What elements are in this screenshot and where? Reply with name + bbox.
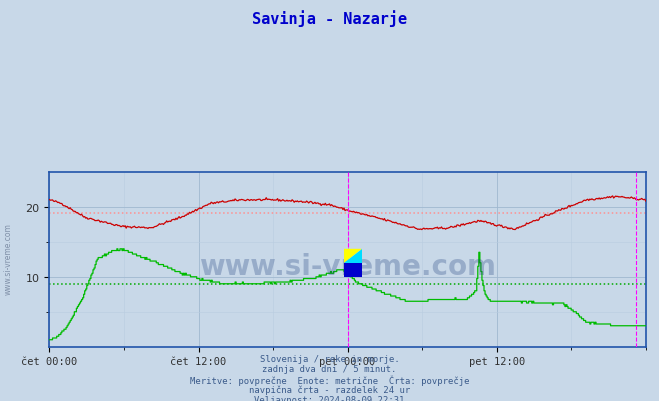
- Polygon shape: [344, 249, 362, 263]
- Text: Savinja - Nazarje: Savinja - Nazarje: [252, 10, 407, 27]
- Text: zadnja dva dni / 5 minut.: zadnja dva dni / 5 minut.: [262, 364, 397, 373]
- Text: Slovenija / reke in morje.: Slovenija / reke in morje.: [260, 354, 399, 363]
- Polygon shape: [344, 249, 362, 263]
- Text: Meritve: povprečne  Enote: metrične  Črta: povprečje: Meritve: povprečne Enote: metrične Črta:…: [190, 375, 469, 385]
- Text: www.si-vreme.com: www.si-vreme.com: [4, 223, 13, 294]
- Text: navpična črta - razdelek 24 ur: navpična črta - razdelek 24 ur: [249, 385, 410, 395]
- Text: www.si-vreme.com: www.si-vreme.com: [199, 253, 496, 281]
- Text: Veljavnost: 2024-08-09 22:31: Veljavnost: 2024-08-09 22:31: [254, 395, 405, 401]
- Bar: [344, 263, 362, 277]
